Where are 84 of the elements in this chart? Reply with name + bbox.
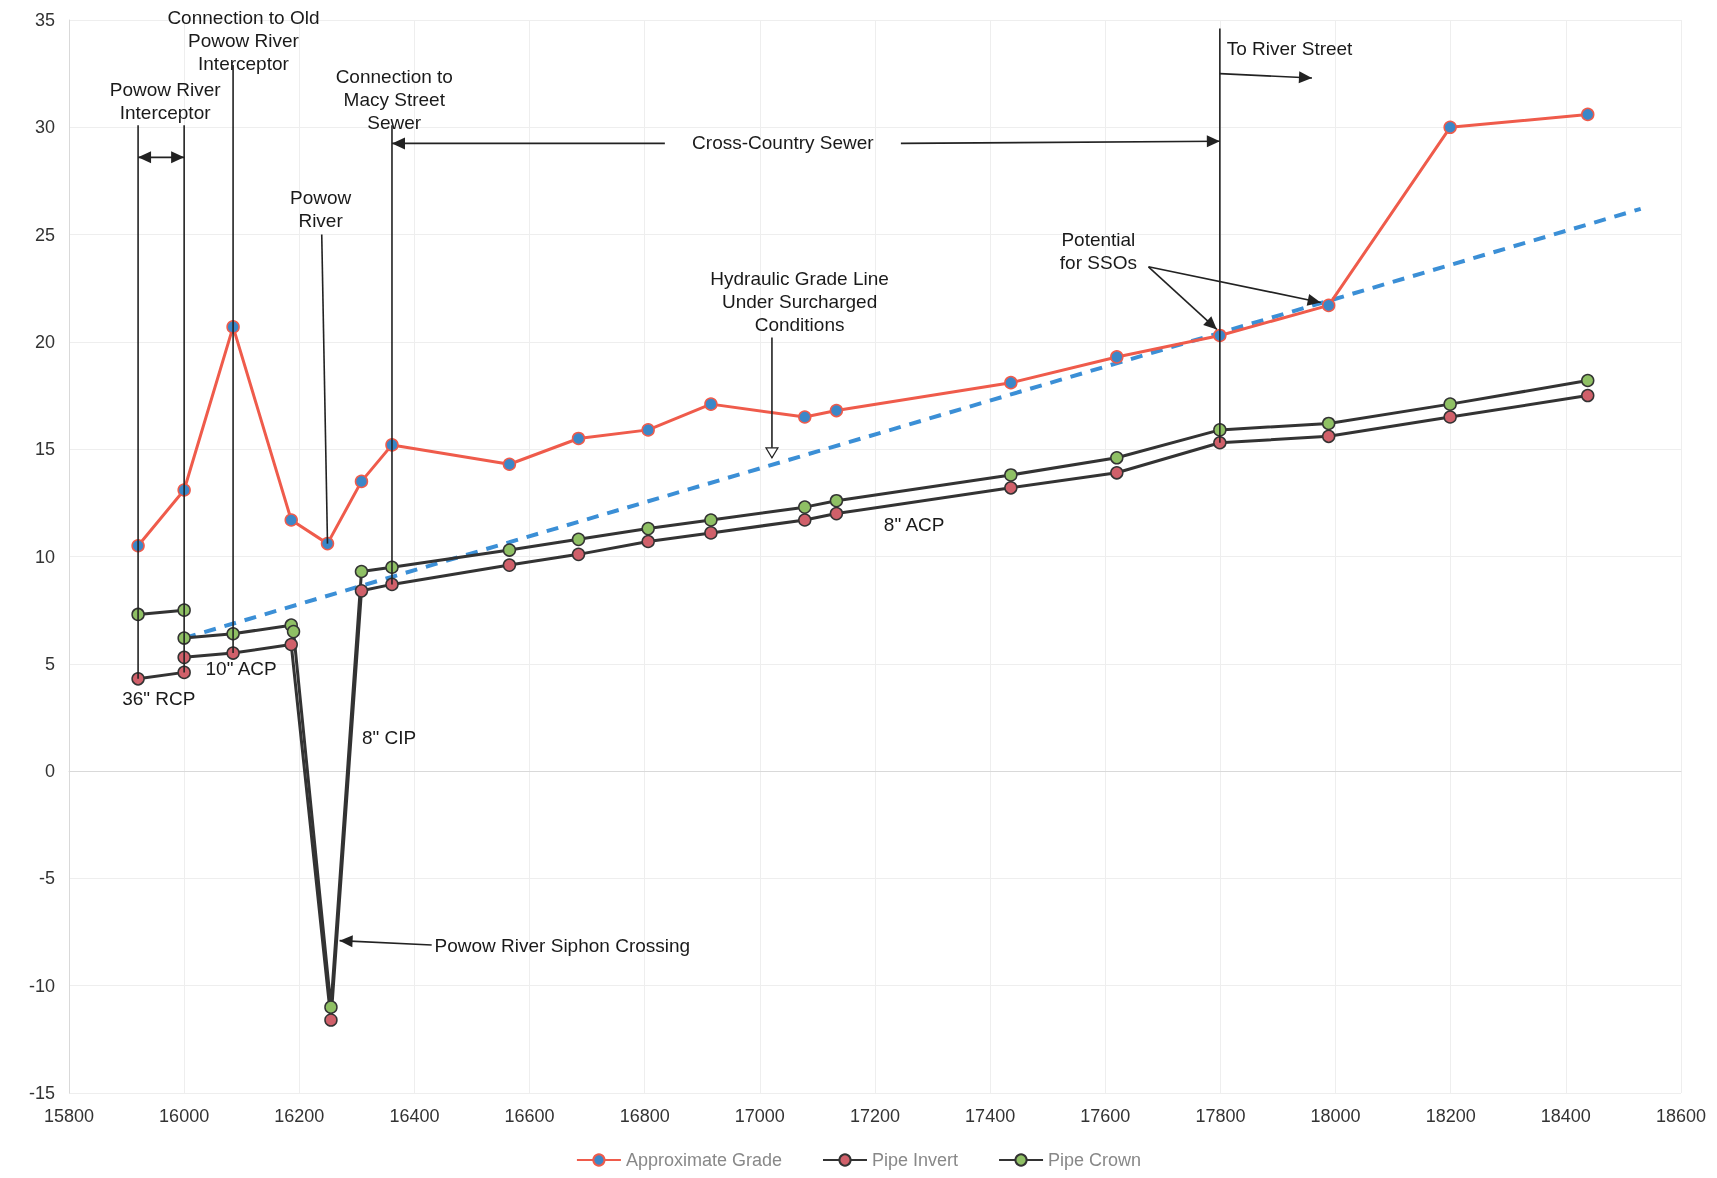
x-tick-label: 17200 [849, 1106, 901, 1126]
annotation: Powow River [289, 186, 352, 231]
x-tick-label: 17800 [1195, 1106, 1246, 1126]
point [284, 637, 298, 652]
y-tick-label: -10 [28, 975, 55, 996]
x-tick-label: 16600 [504, 1106, 555, 1126]
x-tick-label: 15800 [43, 1106, 95, 1126]
x-tick-label: 17400 [965, 1106, 1016, 1126]
x-tick-label: 16000 [159, 1106, 210, 1126]
annotation: To River Street [1226, 37, 1354, 59]
annotation: Powow River Siphon Crossing [434, 934, 691, 956]
annotation: 10" ACP [205, 657, 277, 679]
point [1443, 410, 1457, 424]
y-tick-label: 20 [34, 331, 55, 352]
point [829, 403, 844, 418]
y-tick-label: 10 [34, 546, 55, 567]
point [798, 513, 812, 527]
annotation: 8" CIP [361, 726, 417, 748]
point [641, 534, 655, 549]
x-tick-label: 18600 [1655, 1106, 1707, 1126]
legend-label: Pipe Crown [1048, 1150, 1142, 1170]
point [284, 513, 298, 527]
x-tick-label: 18000 [1310, 1106, 1361, 1126]
point [704, 526, 718, 540]
point [798, 500, 812, 514]
annotation: Potential for SSOs [1059, 228, 1137, 273]
y-tick-label: -15 [28, 1083, 55, 1103]
point [324, 1013, 338, 1027]
point [1110, 466, 1124, 480]
x-tick-label: 16400 [389, 1106, 440, 1126]
point [704, 513, 718, 527]
y-tick-label: 5 [44, 653, 55, 674]
point [829, 506, 844, 521]
x-tick-label: 16200 [274, 1106, 325, 1126]
x-tick-label: 18200 [1425, 1106, 1476, 1126]
point [1581, 107, 1595, 122]
point [354, 474, 369, 489]
point [1321, 429, 1336, 444]
point [1110, 350, 1124, 364]
y-tick-label: 0 [44, 761, 55, 782]
x-tick-label: 17000 [734, 1106, 785, 1126]
point [641, 423, 655, 437]
x-tick-label: 18400 [1540, 1106, 1591, 1126]
point [704, 397, 718, 411]
point [571, 431, 586, 446]
point [829, 493, 844, 508]
point [641, 521, 655, 536]
annotation: Hydraulic Grade Line Under Surcharged Conditions [710, 267, 889, 335]
y-tick-label: -5 [38, 868, 55, 889]
y-tick-label: 35 [34, 10, 55, 30]
point [1004, 481, 1018, 495]
point [502, 558, 517, 572]
annotation: 36" RCP [122, 687, 196, 709]
point [320, 536, 335, 551]
annotation: Powow River Interceptor [109, 78, 222, 123]
point [1321, 298, 1336, 313]
point [571, 547, 586, 562]
annotation: 8" ACP [883, 513, 945, 535]
point [502, 457, 517, 471]
point [1110, 451, 1124, 465]
y-tick-label: 30 [34, 117, 55, 138]
x-tick-label: 16800 [619, 1106, 670, 1126]
point [1004, 375, 1018, 390]
point [502, 543, 517, 557]
legend-label: Approximate Grade [625, 1150, 782, 1170]
point [1581, 388, 1595, 403]
point [324, 1000, 338, 1014]
annotation: Cross-Country Sewer [692, 131, 875, 153]
point [571, 532, 586, 547]
point [286, 624, 301, 639]
annotation: Connection to Macy Street Sewer [335, 65, 453, 133]
point [1321, 416, 1336, 431]
point [798, 410, 812, 424]
point [1443, 120, 1457, 135]
y-tick-label: 25 [34, 224, 55, 245]
point [1004, 468, 1018, 482]
point [1581, 373, 1595, 388]
point [354, 564, 369, 579]
y-tick-label: 15 [34, 439, 55, 460]
point [354, 584, 369, 598]
x-tick-label: 17600 [1080, 1106, 1131, 1126]
legend-label: Pipe Invert [872, 1150, 959, 1170]
point [1443, 397, 1457, 411]
annotation: Connection to Old Powow River Interceptor [167, 6, 320, 74]
